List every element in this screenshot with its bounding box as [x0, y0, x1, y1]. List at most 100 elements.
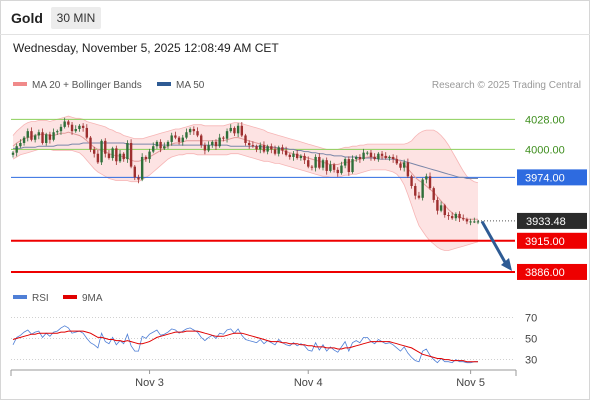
candle: [388, 155, 391, 161]
candle: [410, 174, 413, 189]
level-support-4: 3886.00: [11, 263, 587, 280]
candle-body: [15, 146, 18, 153]
candle-body: [22, 137, 26, 143]
candle-body: [417, 195, 421, 198]
candle-body: [251, 145, 255, 147]
candle: [30, 127, 33, 142]
candle: [251, 141, 255, 148]
candle-body: [163, 146, 166, 149]
candle-body: [299, 155, 303, 159]
candle: [56, 129, 59, 135]
candle-body: [273, 149, 277, 154]
candle: [174, 131, 177, 140]
last-price-label-bg: [517, 212, 587, 229]
candle: [22, 136, 26, 146]
candle-body: [225, 131, 229, 139]
candle-body: [137, 177, 140, 180]
candle: [126, 140, 129, 163]
candle-body: [432, 188, 435, 200]
candle-body: [428, 176, 432, 189]
candle-body: [358, 156, 362, 160]
candle-body: [454, 213, 458, 219]
candle-body: [295, 153, 299, 159]
level-resistance-0: 4028.00: [11, 111, 587, 128]
candle-body: [303, 155, 306, 161]
research-credit: Research © 2025 Trading Central: [431, 80, 581, 91]
candle: [152, 142, 155, 154]
timeframe-badge[interactable]: 30 MIN: [51, 7, 101, 29]
candle: [473, 217, 476, 224]
candle: [458, 211, 461, 222]
candle: [462, 214, 465, 221]
candle: [107, 149, 111, 160]
level-label: 3974.00: [525, 172, 565, 184]
candle-body: [207, 145, 210, 151]
candle: [192, 126, 196, 135]
candle: [355, 155, 358, 162]
candle: [218, 133, 221, 148]
candle-body: [347, 159, 351, 173]
candle-body: [200, 135, 203, 146]
candle-body: [310, 166, 314, 168]
candle: [214, 139, 218, 150]
candle: [340, 161, 343, 175]
candle-body: [37, 132, 41, 136]
legend-rsi-ma-label: 9MA: [82, 293, 103, 304]
rsi-tick-label: 50: [525, 333, 537, 345]
candle-body: [436, 199, 439, 211]
candle: [33, 133, 37, 143]
rsi-tick-label: 30: [525, 355, 537, 367]
candle: [144, 155, 148, 162]
candle: [377, 152, 380, 162]
candle-body: [140, 156, 144, 180]
candle: [92, 146, 96, 158]
candle-body: [67, 121, 70, 125]
candle-body: [41, 132, 44, 143]
candle: [292, 151, 295, 161]
candle-body: [410, 176, 413, 186]
candle: [203, 142, 207, 155]
candle-body: [414, 185, 417, 196]
candle-body: [395, 159, 399, 164]
candle: [148, 148, 151, 163]
rsi-tick-70: 70: [11, 312, 537, 324]
candle-body: [307, 160, 310, 167]
candle: [321, 158, 325, 171]
candle-body: [465, 219, 469, 222]
candle: [240, 122, 244, 138]
candle: [343, 157, 347, 169]
candle: [19, 139, 22, 148]
candle: [163, 142, 166, 150]
candle: [406, 158, 410, 178]
candle: [229, 124, 232, 133]
candle-body: [170, 135, 173, 142]
candle-body: [406, 162, 410, 177]
candle-body: [45, 134, 48, 143]
candle-body: [377, 153, 380, 160]
candle-body: [277, 147, 280, 154]
candle: [118, 149, 122, 163]
candle: [188, 127, 192, 135]
candle: [439, 201, 443, 213]
candle: [421, 177, 424, 201]
candle: [236, 123, 240, 138]
candle-body: [81, 125, 85, 128]
candle-body: [399, 163, 402, 168]
candle-body: [458, 213, 461, 219]
candle-body: [59, 126, 63, 132]
candle-body: [270, 146, 273, 150]
candle: [425, 173, 428, 184]
candle-body: [318, 156, 321, 168]
candle: [351, 155, 354, 174]
candle-body: [236, 125, 240, 134]
candle: [332, 162, 336, 173]
candle-body: [336, 169, 339, 174]
candle: [262, 141, 266, 154]
candle-body: [181, 137, 184, 142]
x-tick-label: Nov 4: [294, 377, 323, 389]
header-bar: Gold 30 MIN: [0, 0, 590, 35]
candle-body: [450, 216, 454, 219]
candle-body: [152, 146, 155, 152]
candle: [288, 153, 291, 160]
candle-body: [351, 159, 354, 173]
